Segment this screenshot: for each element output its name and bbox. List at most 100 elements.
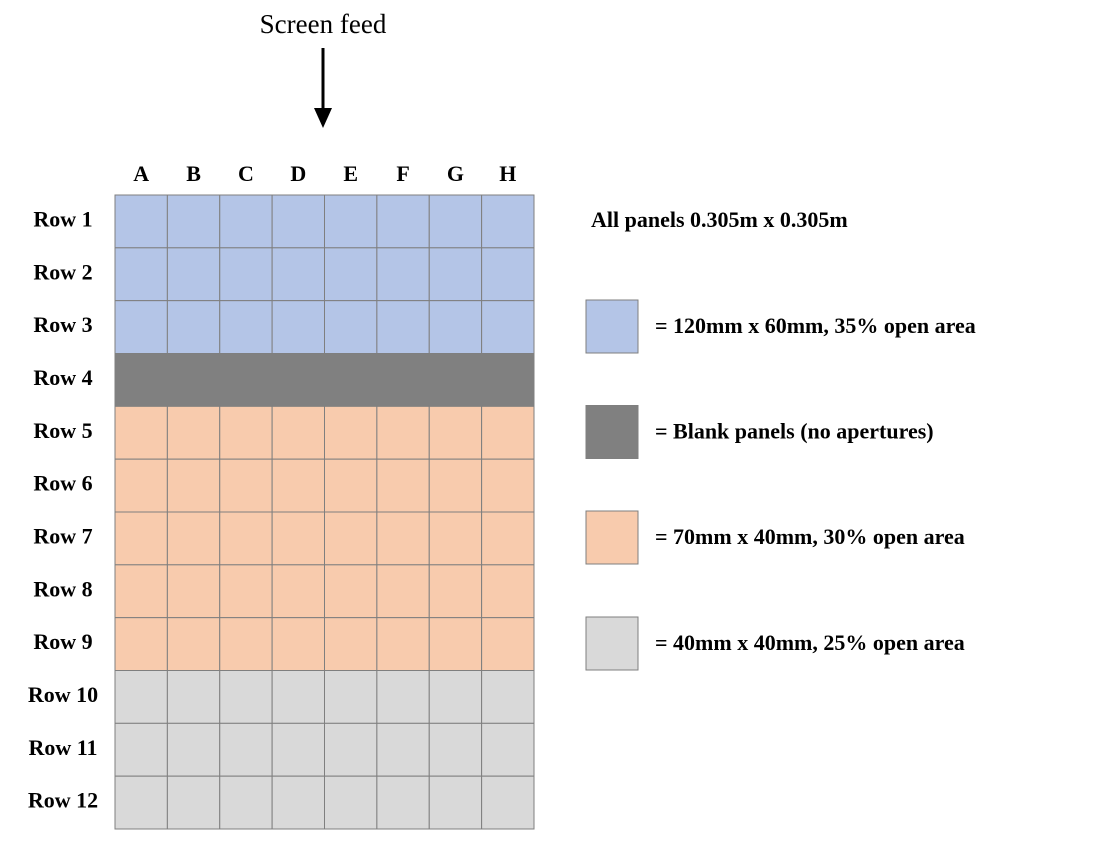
panel — [219, 247, 273, 302]
column-label: E — [343, 161, 358, 186]
panel — [219, 722, 273, 777]
panel — [376, 405, 430, 460]
panel — [271, 458, 325, 513]
panel — [481, 564, 535, 619]
panel — [271, 405, 325, 460]
panel — [219, 405, 273, 460]
panel — [481, 247, 535, 302]
feed-label: Screen feed — [260, 9, 387, 39]
panel — [376, 247, 430, 302]
panel — [166, 670, 221, 724]
panel — [114, 511, 168, 566]
legend-label: = Blank panels (no apertures) — [655, 419, 934, 444]
panel — [166, 722, 221, 777]
row-label: Row 5 — [33, 418, 92, 443]
legend-swatch — [585, 299, 639, 354]
panel — [114, 405, 168, 460]
panel — [271, 564, 325, 619]
panel — [428, 564, 483, 619]
panel — [166, 564, 221, 619]
panel — [271, 775, 325, 830]
panel — [324, 617, 378, 672]
panel — [428, 194, 483, 249]
column-label: F — [396, 161, 409, 186]
panel — [324, 194, 378, 249]
panel — [324, 300, 378, 354]
panel — [481, 670, 535, 724]
panel — [114, 670, 168, 724]
panel — [324, 247, 378, 302]
panel — [271, 670, 325, 724]
panel — [376, 194, 430, 249]
panel — [324, 564, 378, 619]
panel — [114, 247, 168, 302]
panel — [481, 458, 535, 513]
panel — [166, 458, 221, 513]
panel — [219, 458, 273, 513]
legend-swatch — [585, 616, 639, 671]
row-label: Row 8 — [33, 576, 92, 601]
legend-label: = 40mm x 40mm, 25% open area — [655, 630, 965, 655]
panel — [271, 194, 325, 249]
panel — [219, 194, 273, 249]
panel — [114, 722, 168, 777]
panel — [166, 775, 221, 830]
panel — [428, 670, 483, 724]
panel — [219, 775, 273, 830]
panel — [428, 511, 483, 566]
panel — [324, 775, 378, 830]
panel — [271, 617, 325, 672]
row-label: Row 9 — [33, 629, 92, 654]
panel — [166, 617, 221, 672]
row-label: Row 11 — [28, 735, 97, 760]
panel — [481, 511, 535, 566]
panel — [481, 405, 535, 460]
panel — [324, 405, 378, 460]
column-label: H — [499, 161, 516, 186]
panel — [428, 405, 483, 460]
row-label: Row 7 — [33, 523, 92, 548]
row-label: Row 2 — [33, 259, 92, 284]
panel — [428, 300, 483, 354]
column-label: D — [290, 161, 306, 186]
panel — [481, 775, 535, 830]
panel — [219, 617, 273, 672]
panel — [219, 670, 273, 724]
row-label: Row 4 — [33, 365, 92, 390]
panel — [166, 405, 221, 460]
panel — [481, 300, 535, 354]
panel — [376, 511, 430, 566]
panel — [324, 458, 378, 513]
panel — [114, 617, 168, 672]
panel — [114, 458, 168, 513]
panel-row — [114, 353, 535, 407]
feed-arrow-head — [314, 108, 332, 128]
panel — [114, 300, 168, 354]
panel-size-note: All panels 0.305m x 0.305m — [591, 207, 848, 232]
legend-label: = 120mm x 60mm, 35% open area — [655, 313, 976, 338]
row-label: Row 10 — [28, 682, 98, 707]
panel — [219, 300, 273, 354]
panel — [376, 722, 430, 777]
panel — [428, 617, 483, 672]
row-label: Row 3 — [33, 312, 92, 337]
panel — [324, 670, 378, 724]
panel — [166, 247, 221, 302]
panel — [376, 300, 430, 354]
panel — [481, 722, 535, 777]
panel — [271, 300, 325, 354]
legend-label: = 70mm x 40mm, 30% open area — [655, 524, 965, 549]
column-label: C — [238, 161, 254, 186]
panel — [428, 247, 483, 302]
panel — [324, 511, 378, 566]
panel — [166, 194, 221, 249]
panel — [376, 617, 430, 672]
panel — [324, 722, 378, 777]
panel — [481, 194, 535, 249]
panel — [114, 775, 168, 830]
column-label: G — [447, 161, 464, 186]
panel — [271, 247, 325, 302]
legend-swatch — [585, 405, 639, 459]
panel — [376, 775, 430, 830]
